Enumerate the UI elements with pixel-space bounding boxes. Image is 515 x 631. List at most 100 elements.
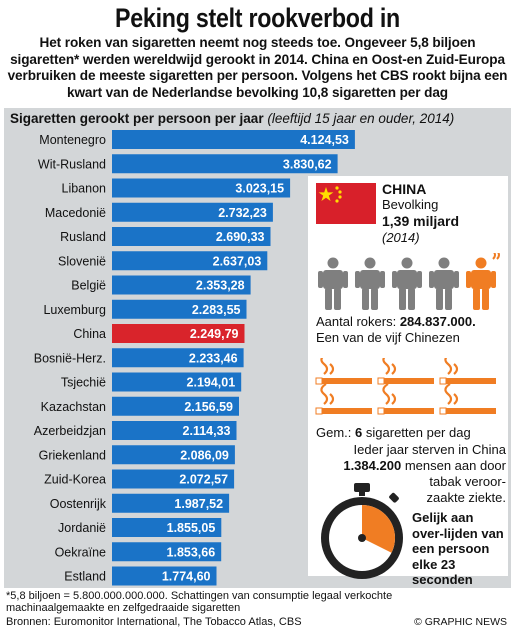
cigarette-icon bbox=[377, 358, 434, 385]
cigarette-icons bbox=[315, 358, 496, 415]
smoker-person-icon bbox=[466, 253, 500, 310]
china-flag-icon bbox=[316, 183, 376, 224]
bar-oekra-ne bbox=[112, 542, 222, 562]
category-label: België bbox=[71, 279, 106, 293]
bar-oostenrijk bbox=[112, 493, 230, 513]
deaths-suffix: mensen aan door bbox=[404, 458, 506, 473]
value-label: 2.194,01 bbox=[187, 376, 236, 390]
deaths-line2: 1.384.200 mensen aan door bbox=[316, 458, 506, 474]
category-label: Montenegro bbox=[39, 133, 106, 147]
category-label: Oostenrijk bbox=[50, 497, 107, 511]
bar-sloveni- bbox=[112, 251, 268, 271]
sources: Bronnen: Euromonitor International, The … bbox=[6, 616, 302, 628]
bar-luxemburg bbox=[112, 299, 247, 319]
value-label: 2.233,46 bbox=[189, 351, 238, 365]
value-label: 2.637,03 bbox=[213, 254, 262, 268]
chart-heading: Sigaretten gerookt per persoon per jaar … bbox=[10, 111, 454, 126]
bar-azerbeidzjan bbox=[112, 421, 237, 440]
smokers-text: Aantal rokers: 284.837.000. Een van de v… bbox=[316, 314, 506, 346]
bar-kazachstan bbox=[112, 396, 239, 416]
value-label: 2.249,79 bbox=[190, 327, 239, 341]
stopwatch-icon bbox=[321, 483, 403, 579]
category-label: Azerbeidzjan bbox=[34, 424, 106, 438]
category-label: Macedonië bbox=[45, 206, 106, 220]
cigarette-icon bbox=[439, 383, 496, 415]
person-icon bbox=[429, 257, 459, 310]
bar-griekenland bbox=[112, 445, 235, 465]
china-title: CHINA bbox=[382, 181, 427, 197]
category-label: China bbox=[73, 327, 106, 341]
category-label: Wit-Rusland bbox=[38, 157, 106, 171]
value-label: 4.124,53 bbox=[300, 133, 349, 147]
person-icon bbox=[355, 257, 385, 310]
person-icon bbox=[392, 257, 422, 310]
smokers-note: Een van de vijf Chinezen bbox=[316, 330, 460, 345]
compare-text: Gelijk aan over-lijden van een persoon e… bbox=[412, 510, 504, 587]
credit: © GRAPHIC NEWS bbox=[414, 616, 507, 628]
category-label: Tsjechië bbox=[61, 376, 106, 390]
category-label: Griekenland bbox=[39, 448, 106, 462]
deaths-value: 1.384.200 bbox=[343, 458, 402, 473]
cigarette-icon bbox=[315, 358, 372, 385]
bar-belgi- bbox=[112, 275, 251, 295]
category-label: Jordanië bbox=[58, 521, 106, 535]
value-label: 2.114,33 bbox=[183, 424, 231, 438]
value-label: 1.855,05 bbox=[167, 521, 216, 535]
value-label: 2.353,28 bbox=[196, 279, 245, 293]
category-label: Estland bbox=[64, 570, 106, 584]
value-label: 2.072,57 bbox=[179, 473, 228, 487]
intro-text: Het roken van sigaretten neemt nog steed… bbox=[7, 35, 508, 100]
bar-montenegro bbox=[112, 130, 355, 149]
population-value: 1,39 miljard bbox=[382, 213, 460, 229]
category-label: Rusland bbox=[60, 230, 106, 244]
average-value: 6 bbox=[355, 425, 363, 440]
person-icon bbox=[318, 257, 348, 310]
value-label: 3.023,15 bbox=[235, 182, 284, 196]
category-label: Slovenië bbox=[58, 254, 106, 268]
bar-rusland bbox=[112, 227, 271, 246]
category-label: Kazachstan bbox=[41, 400, 106, 414]
bar-zuid-korea bbox=[112, 469, 235, 489]
average-text: Gem.: 6 sigaretten per dag bbox=[316, 425, 471, 440]
category-label: Luxemburg bbox=[43, 303, 106, 317]
bar-libanon bbox=[112, 178, 291, 198]
value-label: 1.774,60 bbox=[162, 570, 211, 584]
bar-tsjechi- bbox=[112, 372, 242, 392]
category-label: Zuid-Korea bbox=[44, 473, 106, 487]
value-label: 3.830,62 bbox=[283, 157, 332, 171]
bar-bosni-herz- bbox=[112, 348, 244, 368]
cigarette-icon bbox=[315, 383, 372, 415]
population-people-icons bbox=[318, 253, 500, 310]
bar-jordani- bbox=[112, 518, 222, 537]
average-prefix: Gem.: bbox=[316, 425, 352, 440]
footnote: *5,8 biljoen = 5.800.000.000.000. Schatt… bbox=[6, 590, 393, 614]
bar-estland bbox=[112, 566, 217, 586]
population-label: Bevolking bbox=[382, 197, 439, 212]
deaths-prefix: Ieder jaar sterven in China bbox=[353, 442, 506, 457]
population-year: (2014) bbox=[382, 230, 420, 245]
average-suffix: sigaretten per dag bbox=[365, 425, 471, 440]
value-label: 2.156,59 bbox=[184, 400, 233, 414]
smokers-value: 284.837.000. bbox=[399, 314, 476, 329]
value-label: 1.853,66 bbox=[167, 545, 216, 559]
cigarette-icon bbox=[377, 383, 434, 415]
value-label: 2.086,09 bbox=[180, 448, 229, 462]
deaths-text: Ieder jaar sterven in China 1.384.200 me… bbox=[316, 442, 506, 506]
bar-wit-rusland bbox=[112, 154, 338, 174]
category-label: Bosnië-Herz. bbox=[34, 351, 106, 365]
page-title: Peking stelt rookverbod in bbox=[115, 3, 400, 33]
deaths-line3: tabak veroor- bbox=[429, 474, 506, 489]
chart-subtitle: (leeftijd 15 jaar en ouder, 2014) bbox=[267, 111, 455, 126]
category-label: Libanon bbox=[62, 182, 107, 196]
bar-china bbox=[112, 324, 245, 343]
chart-title: Sigaretten gerookt per persoon per jaar bbox=[10, 111, 264, 126]
value-label: 2.732,23 bbox=[218, 206, 267, 220]
bar-macedoni- bbox=[112, 202, 273, 222]
deaths-line4: zaakte ziekte. bbox=[426, 490, 507, 505]
value-label: 2.690,33 bbox=[216, 230, 265, 244]
cigarette-icon bbox=[439, 358, 496, 385]
smokers-label: Aantal rokers: bbox=[316, 314, 397, 329]
category-label: Oekraïne bbox=[55, 545, 106, 559]
value-label: 1.987,52 bbox=[174, 497, 223, 511]
